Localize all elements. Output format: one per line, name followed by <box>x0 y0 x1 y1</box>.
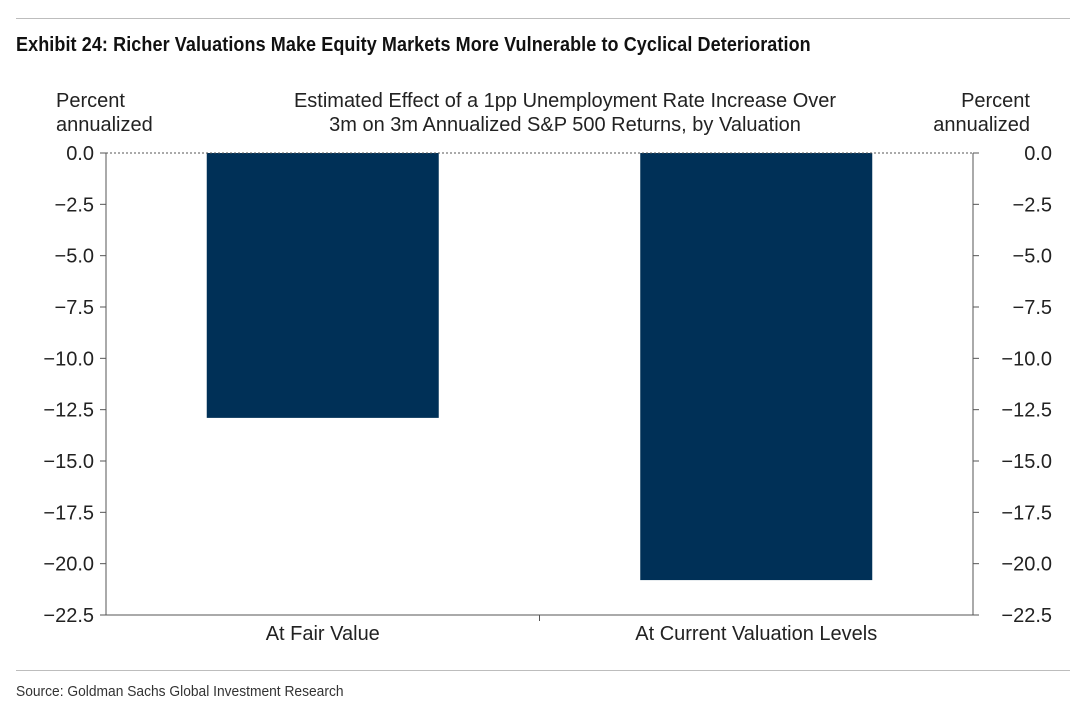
x-category-label: At Current Valuation Levels <box>635 623 877 645</box>
right-y-tick-label: 0.0 <box>1024 143 1052 165</box>
bottom-rule <box>16 670 1070 671</box>
source-note: Source: Goldman Sachs Global Investment … <box>16 683 344 700</box>
bar-2 <box>640 153 873 581</box>
left-y-tick-label: −15.0 <box>43 451 94 473</box>
right-y-tick-label: −10.0 <box>1001 348 1052 370</box>
right-y-tick-label: −7.5 <box>1013 297 1052 319</box>
left-axis-title: Percent annualized <box>56 89 153 137</box>
left-y-tick-label: −17.5 <box>43 502 94 524</box>
x-category-label: At Fair Value <box>266 623 380 645</box>
left-y-tick-label: −2.5 <box>55 194 94 216</box>
left-y-tick-label: −22.5 <box>43 605 94 627</box>
bar-1 <box>206 153 439 418</box>
right-y-tick-label: −17.5 <box>1001 502 1052 524</box>
right-y-tick-label: −2.5 <box>1013 194 1052 216</box>
right-y-tick-label: −5.0 <box>1013 246 1052 268</box>
left-y-tick-label: −20.0 <box>43 554 94 576</box>
left-axis-title-line-1: Percent <box>56 90 125 112</box>
right-y-tick-label: −12.5 <box>1001 400 1052 422</box>
left-y-tick-label: −5.0 <box>55 246 94 268</box>
right-axis-title: Percent annualized <box>933 89 1030 137</box>
exhibit-title: Exhibit 24: Richer Valuations Make Equit… <box>16 34 811 56</box>
left-y-tick-label: −7.5 <box>55 297 94 319</box>
right-axis-title-line-1: Percent <box>961 90 1030 112</box>
left-y-tick-label: −12.5 <box>43 400 94 422</box>
left-y-tick-label: 0.0 <box>66 143 94 165</box>
left-axis-title-line-2: annualized <box>56 114 153 136</box>
chart-title-line-2: 3m on 3m Annualized S&P 500 Returns, by … <box>329 114 801 136</box>
right-axis-title-line-2: annualized <box>933 114 1030 136</box>
left-y-tick-label: −10.0 <box>43 348 94 370</box>
right-y-tick-label: −20.0 <box>1001 554 1052 576</box>
top-rule <box>16 18 1070 19</box>
right-y-tick-label: −22.5 <box>1001 605 1052 627</box>
right-y-tick-label: −15.0 <box>1001 451 1052 473</box>
chart-title: Estimated Effect of a 1pp Unemployment R… <box>220 89 910 137</box>
chart-title-line-1: Estimated Effect of a 1pp Unemployment R… <box>293 90 837 112</box>
